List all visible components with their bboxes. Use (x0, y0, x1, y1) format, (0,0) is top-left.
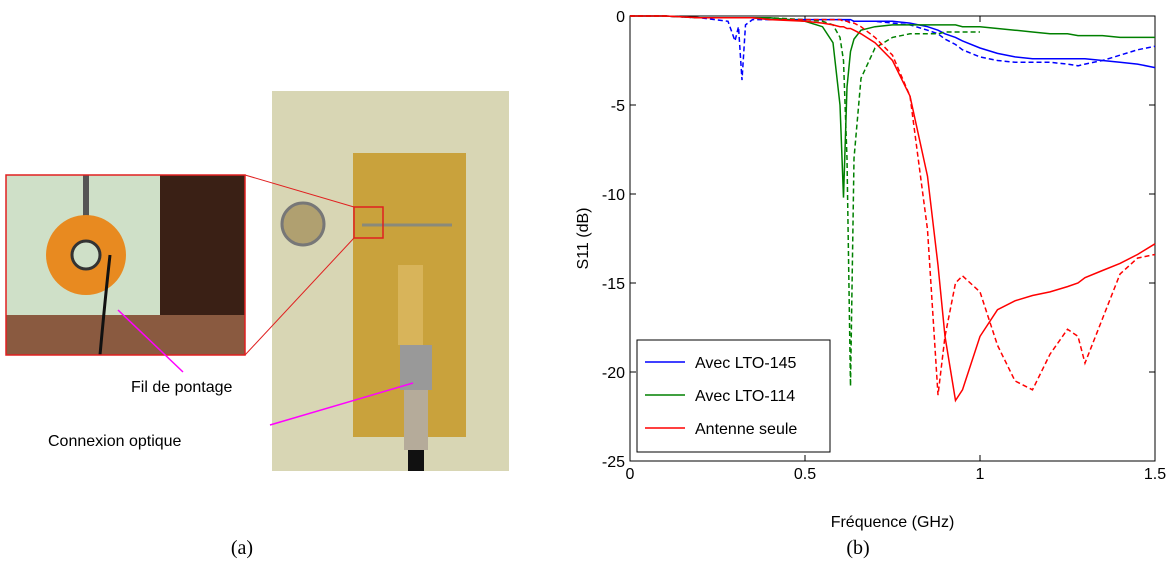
y-axis-label: S11 (dB) (575, 208, 592, 270)
x-tick-label: 0.5 (794, 466, 816, 483)
line (630, 15, 1156, 403)
zoom-line (244, 174, 355, 208)
inset: Fil de pontage Connexion optique (5, 174, 414, 450)
legend-label: Avec LTO-145 (695, 355, 796, 372)
y-tick-label: 0 (616, 9, 625, 26)
legend-box (636, 339, 831, 453)
caption: (a) (231, 537, 253, 559)
inset-hole (70, 239, 102, 271)
y-tick-label: -10 (602, 187, 625, 204)
inset-dark (160, 175, 245, 315)
legend-label: Antenne seule (695, 421, 797, 438)
x-axis-label: Fréquence (GHz) (831, 514, 955, 531)
x-tick-label: 0 (626, 466, 635, 483)
x-tick-label: 1 (976, 466, 985, 483)
photo-label: Connexion optique (48, 433, 182, 450)
zoom-box (353, 206, 384, 239)
y-tick-label: -20 (602, 365, 625, 382)
x-tick-label: 1.5 (1144, 466, 1166, 483)
connector (398, 265, 423, 345)
coin (280, 201, 326, 247)
inset-frame (5, 174, 246, 356)
cable (408, 450, 424, 471)
y-tick-label: -15 (602, 276, 625, 293)
chart: 0 0.5 1 1.5 0 -5 -10 -15 -20 -25 Fréquence (GHz) S1… (575, 9, 1166, 531)
zoom-line (244, 237, 355, 356)
inset-bottom (6, 315, 245, 355)
bridge-wire (98, 254, 112, 356)
pointer (117, 309, 184, 373)
legend-label: Avec LTO-114 (695, 388, 795, 405)
pointer (269, 382, 414, 426)
optical-plug (404, 390, 428, 450)
y-tick-label: -5 (611, 98, 625, 115)
caption: (b) (846, 537, 869, 559)
dashed-line (630, 15, 1156, 81)
photo-label: Fil de pontage (131, 379, 233, 396)
optical-connector (400, 345, 432, 390)
photo (272, 91, 509, 471)
y-tick-label: -25 (602, 454, 625, 471)
